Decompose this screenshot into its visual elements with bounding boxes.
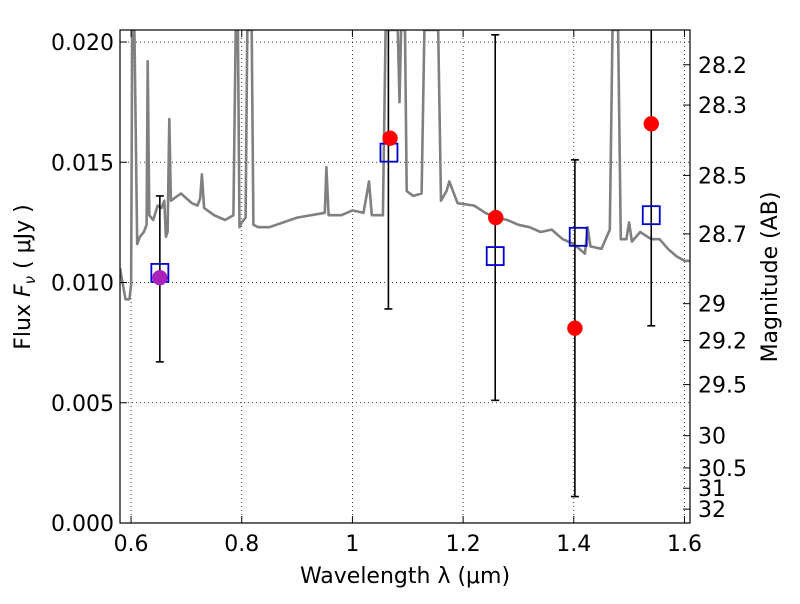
y2-tick-label: 28.2	[698, 54, 747, 79]
square-marker	[485, 246, 505, 266]
y-tick-label: 0.005	[51, 392, 114, 417]
y2-tick-label: 28.3	[698, 94, 747, 119]
circle-marker	[488, 209, 504, 226]
y2-tick-label: 30	[698, 425, 726, 450]
y2-tick-label: 31	[698, 477, 726, 502]
circle-marker	[567, 320, 583, 336]
x-tick-label: 0.6	[114, 532, 149, 557]
y-tick-label: 0.010	[51, 272, 114, 297]
y2-tick-label: 32	[698, 498, 726, 523]
x-tick-label: 1.4	[556, 532, 591, 557]
plot-frame	[119, 29, 691, 524]
circle-marker	[643, 116, 660, 132]
y-tick-label: 0.015	[51, 151, 114, 176]
y-axis-label-text: Flux	[11, 297, 36, 350]
y2-tick-label: 30.5	[698, 457, 747, 482]
ticks: 0.6 0.8 1 1.2 1.4 1.6 0.000 0.005 0.010 0.015 0.02…	[51, 30, 747, 557]
y-tick-label: 0.020	[51, 31, 114, 56]
spectrum-line	[120, 30, 690, 301]
y2-tick-label: 29	[698, 293, 726, 318]
y2-tick-label: 28.5	[698, 164, 747, 189]
y2-tick-label: 29.2	[698, 330, 747, 355]
circle-marker	[382, 130, 398, 146]
y-tick-label: 0.000	[51, 512, 114, 537]
y2-tick-label: 29.5	[698, 374, 747, 399]
x-tick-label: 1.6	[667, 532, 702, 557]
y-axis-label-unit: ( μJy )	[11, 204, 36, 276]
y-axis-label-subscript: ν	[21, 276, 39, 284]
square-marker	[568, 226, 588, 247]
y2-axis-label: Magnitude (AB)	[758, 192, 783, 363]
square-marker	[641, 205, 661, 226]
plot-content	[120, 30, 690, 498]
x-axis-label: Wavelength λ (μm)	[300, 564, 510, 589]
circle-marker	[152, 269, 168, 286]
y-axis-label-symbol: F	[11, 284, 36, 297]
y-axis-label: Flux Fν ( μJy )	[11, 204, 39, 349]
x-tick-label: 0.8	[224, 532, 259, 557]
x-tick-label: 1.2	[446, 532, 481, 557]
y2-tick-label: 28.7	[698, 223, 747, 248]
x-tick-label: 1	[345, 532, 359, 557]
